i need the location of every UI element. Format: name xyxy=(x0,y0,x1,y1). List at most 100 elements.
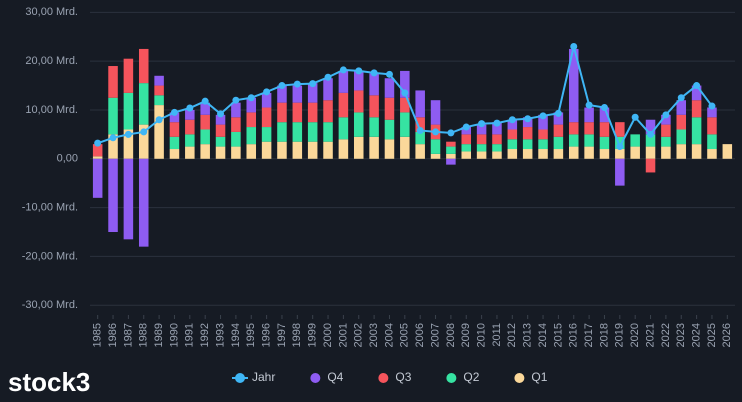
bar-segment xyxy=(231,102,241,118)
x-tick-label: 2018 xyxy=(598,323,610,347)
bar-segment xyxy=(138,124,149,159)
bar-segment xyxy=(400,97,410,113)
bar-segment xyxy=(92,156,103,159)
bar-segment xyxy=(307,141,318,159)
line-marker xyxy=(140,128,148,136)
bar-segment xyxy=(584,107,594,123)
bar-segment xyxy=(476,134,487,145)
bar-segment xyxy=(645,134,656,147)
bar-segment xyxy=(169,136,180,150)
line-marker xyxy=(401,89,409,97)
bar-segment xyxy=(154,105,164,159)
x-tick-label: 1990 xyxy=(168,323,180,347)
line-marker xyxy=(554,109,562,117)
legend-label: Jahr xyxy=(252,370,275,384)
bar-segment xyxy=(338,117,349,140)
bar-segment xyxy=(538,129,548,140)
line-marker xyxy=(508,116,516,124)
bar-segment xyxy=(277,141,287,159)
x-tick-label: 1999 xyxy=(307,323,319,347)
x-tick-label: 1986 xyxy=(107,323,119,347)
bar-segment xyxy=(123,58,134,93)
bar-segment xyxy=(92,144,103,157)
line-marker xyxy=(339,66,347,74)
line-marker xyxy=(370,69,378,77)
bar-segment xyxy=(323,100,333,123)
line-marker xyxy=(585,101,593,109)
y-tick-label: 10,00 Mrd. xyxy=(25,104,78,116)
x-tick-label: 2014 xyxy=(537,323,549,347)
bar-segment xyxy=(430,139,441,154)
bar-segment xyxy=(200,102,210,115)
bar-segment xyxy=(123,129,134,159)
line-marker xyxy=(170,108,178,116)
line-marker xyxy=(324,73,332,81)
bar-segment xyxy=(568,122,579,135)
x-tick-label: 2019 xyxy=(614,323,626,347)
line-marker xyxy=(693,82,701,90)
y-tick-label: -10,00 Mrd. xyxy=(22,202,78,214)
bar-segment xyxy=(676,144,687,159)
bar-segment xyxy=(292,122,303,142)
bar-segment xyxy=(277,122,287,142)
bar-segment xyxy=(353,112,364,137)
bar-segment xyxy=(599,149,610,159)
bar-segment xyxy=(661,114,671,125)
bar-segment xyxy=(231,131,241,147)
bar-segment xyxy=(338,139,349,159)
line-marker xyxy=(539,112,547,120)
x-tick-label: 2009 xyxy=(460,323,472,347)
x-tick-label: 2011 xyxy=(491,323,503,347)
bar-segment xyxy=(415,90,425,118)
line-marker xyxy=(647,130,655,138)
bar-segment xyxy=(446,153,456,159)
bar-segment xyxy=(292,141,303,159)
x-tick-label: 2022 xyxy=(660,323,672,347)
legend-swatch xyxy=(514,373,525,383)
line-marker xyxy=(263,88,271,96)
bar-segment xyxy=(185,119,195,135)
bar-segment xyxy=(384,119,395,140)
line-marker xyxy=(201,97,209,105)
bar-segment xyxy=(538,139,548,150)
x-tick-label: 2002 xyxy=(353,323,365,347)
x-tick-label: 2013 xyxy=(522,323,534,347)
bar-segment xyxy=(200,114,210,130)
bar-segment xyxy=(676,114,687,130)
bar-segment xyxy=(722,144,733,159)
x-tick-label: 2023 xyxy=(675,323,687,347)
bar-segment xyxy=(599,107,610,123)
x-tick-label: 1994 xyxy=(230,323,242,347)
line-marker xyxy=(677,94,685,102)
bar-segment xyxy=(661,136,671,147)
x-tick-label: 2007 xyxy=(429,323,441,347)
bar-segment xyxy=(599,136,610,150)
bar-segment xyxy=(353,136,364,159)
bar-segment xyxy=(461,134,472,145)
bar-segment xyxy=(691,100,702,118)
line-marker xyxy=(600,104,608,112)
line-marker xyxy=(355,67,363,75)
bar-segment xyxy=(553,136,564,150)
x-tick-label: 1991 xyxy=(184,323,196,347)
bar-segment xyxy=(108,158,118,233)
bar-segment xyxy=(476,124,487,135)
line-marker xyxy=(186,104,194,112)
bar-segment xyxy=(630,134,640,147)
bar-segment xyxy=(353,70,364,91)
bar-segment xyxy=(584,134,594,147)
bar-segment xyxy=(261,127,272,142)
bar-segment xyxy=(292,102,303,123)
bar-segment xyxy=(169,112,180,123)
bar-segment xyxy=(307,102,318,123)
bar-segment xyxy=(553,149,564,159)
x-tick-label: 2020 xyxy=(629,323,641,347)
line-marker xyxy=(478,120,486,128)
bar-segment xyxy=(338,70,349,93)
y-tick-label: -30,00 Mrd. xyxy=(22,299,78,311)
bar-segment xyxy=(430,153,441,159)
x-tick-label: 2008 xyxy=(445,323,457,347)
line-marker xyxy=(124,130,132,138)
line-marker xyxy=(462,123,470,131)
bar-segment xyxy=(246,127,257,145)
